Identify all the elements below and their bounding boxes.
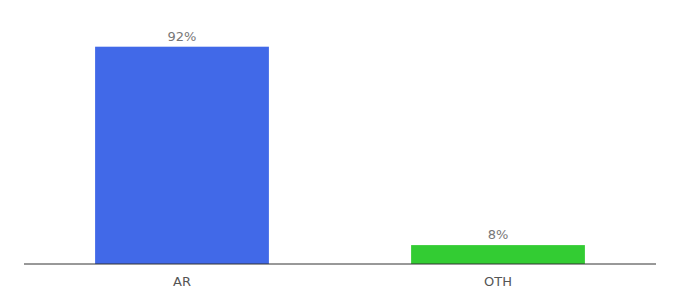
x-tick-label: OTH	[484, 274, 512, 289]
bar	[411, 245, 585, 264]
chart: AR OTH 92% 8%	[0, 0, 680, 300]
baseline	[24, 264, 656, 265]
plot-area	[95, 47, 585, 264]
data-label: 8%	[488, 227, 509, 242]
bar	[95, 47, 269, 264]
chart-container: AR OTH 92% 8%	[0, 0, 680, 300]
data-label: 92%	[168, 29, 197, 44]
x-tick-label: AR	[173, 274, 191, 289]
